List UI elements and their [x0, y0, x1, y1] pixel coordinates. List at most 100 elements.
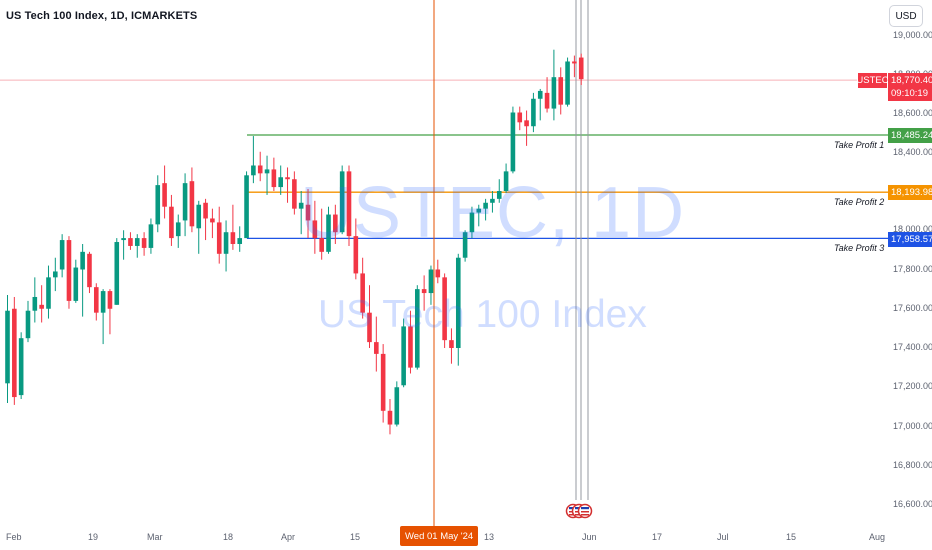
flag-stripe — [581, 514, 589, 516]
candle-body — [32, 296, 38, 311]
candle-body — [490, 198, 495, 203]
candle-body — [578, 57, 584, 80]
candle-body — [134, 238, 140, 246]
candle-body — [544, 92, 550, 109]
take-profit-3-label[interactable]: Take Profit 3 — [834, 243, 885, 253]
candle-body — [196, 204, 202, 229]
candle-body — [216, 222, 222, 254]
flag-stripe — [581, 507, 589, 510]
time-axis-label: 15 — [786, 532, 797, 542]
highlighted-date-label: Wed 01 May '24 — [400, 526, 479, 546]
price-axis-label: 19,000.00 — [893, 30, 932, 40]
candle-body — [462, 232, 468, 258]
candle-body — [53, 271, 58, 278]
time-axis-label: Feb — [6, 532, 22, 542]
time-axis-label: 17 — [652, 532, 663, 542]
candle-body — [285, 177, 290, 180]
bar-countdown: 09:10:19 — [891, 88, 928, 99]
price-axis-label: 17,000.00 — [893, 421, 932, 431]
candle-body — [380, 353, 386, 411]
candle-body — [496, 191, 502, 199]
candle-body — [128, 238, 133, 246]
watermark-symbol: USTEC, 1D — [300, 173, 686, 253]
candle-body — [80, 251, 85, 270]
time-axis-label: Apr — [281, 532, 296, 542]
price-axis-label: 16,600.00 — [893, 499, 932, 509]
current-price-tag: 18,770.40 09:10:19 — [888, 73, 932, 101]
candle-body — [374, 342, 379, 354]
candle-body — [360, 273, 365, 313]
price-axis-label: 17,400.00 — [893, 342, 932, 352]
time-axis-label: Mar — [147, 532, 163, 542]
take-profit-3-price-tag: 17,958.57 — [888, 232, 932, 247]
candle-body — [517, 112, 523, 123]
candle-body — [367, 312, 372, 343]
candle-body — [428, 269, 434, 294]
candle-body — [73, 267, 79, 301]
time-axis-label: Jun — [582, 532, 597, 542]
take-profit-2-price-tag: 18,193.98 — [888, 185, 932, 200]
time-axis-label: Aug — [869, 532, 886, 542]
candle-body — [319, 238, 324, 252]
candle-body — [353, 236, 359, 274]
candle-body — [469, 212, 475, 233]
candle-body — [339, 171, 345, 233]
candle-body — [503, 171, 509, 191]
candle-body — [565, 61, 570, 105]
candle-body — [114, 242, 120, 305]
current-price-value: 18,770.40 — [891, 75, 932, 86]
candle-body — [230, 232, 236, 244]
candle-body — [141, 238, 147, 248]
candle-body — [203, 202, 208, 219]
candle-body — [537, 90, 543, 99]
candle-body — [5, 310, 10, 384]
currency-button[interactable]: USD — [889, 5, 923, 27]
candle-body — [298, 202, 304, 209]
time-axis-label: 13 — [484, 532, 495, 542]
candle-body — [237, 238, 243, 244]
price-axis-label: 18,600.00 — [893, 108, 932, 118]
candle-body — [401, 326, 406, 386]
candle-body — [572, 61, 577, 64]
candle-body — [264, 169, 270, 174]
candle-body — [292, 179, 297, 209]
candle-body — [100, 291, 106, 313]
candle-body — [93, 287, 99, 313]
candle-body — [87, 253, 92, 288]
candle-body — [551, 77, 557, 109]
candle-body — [449, 340, 454, 348]
candle-body — [558, 77, 564, 105]
price-axis-label: 18,400.00 — [893, 147, 932, 157]
price-axis-label: 18,000.00 — [893, 224, 932, 234]
candle-body — [476, 208, 482, 213]
chart-title: US Tech 100 Index, 1D, ICMARKETS — [6, 10, 198, 22]
candle-body — [46, 277, 51, 309]
candle-body — [223, 232, 229, 254]
candle-body — [148, 224, 154, 248]
candle-body — [326, 214, 331, 252]
time-axis-label: Jul — [717, 532, 729, 542]
candle-body — [415, 289, 420, 368]
candle-body — [251, 165, 256, 176]
price-axis-label: 17,800.00 — [893, 264, 932, 274]
candle-body — [435, 269, 441, 278]
take-profit-1-price-tag: 18,485.24 — [888, 128, 932, 143]
take-profit-1-label[interactable]: Take Profit 1 — [834, 140, 885, 150]
candle-body — [531, 98, 536, 127]
candle-body — [305, 204, 311, 221]
flag-stripe — [581, 511, 589, 513]
candle-body — [189, 181, 195, 227]
candle-body — [25, 310, 31, 339]
candle-body — [66, 240, 72, 301]
candle-body — [175, 222, 181, 237]
candle-body — [278, 177, 283, 188]
candle-body — [442, 277, 447, 341]
candle-body — [257, 165, 263, 174]
candle-body — [18, 338, 24, 396]
take-profit-2-label[interactable]: Take Profit 2 — [834, 197, 885, 207]
candle-body — [12, 308, 17, 398]
time-axis-label: 15 — [350, 532, 361, 542]
candle-body — [408, 326, 413, 368]
candle-body — [162, 183, 167, 207]
